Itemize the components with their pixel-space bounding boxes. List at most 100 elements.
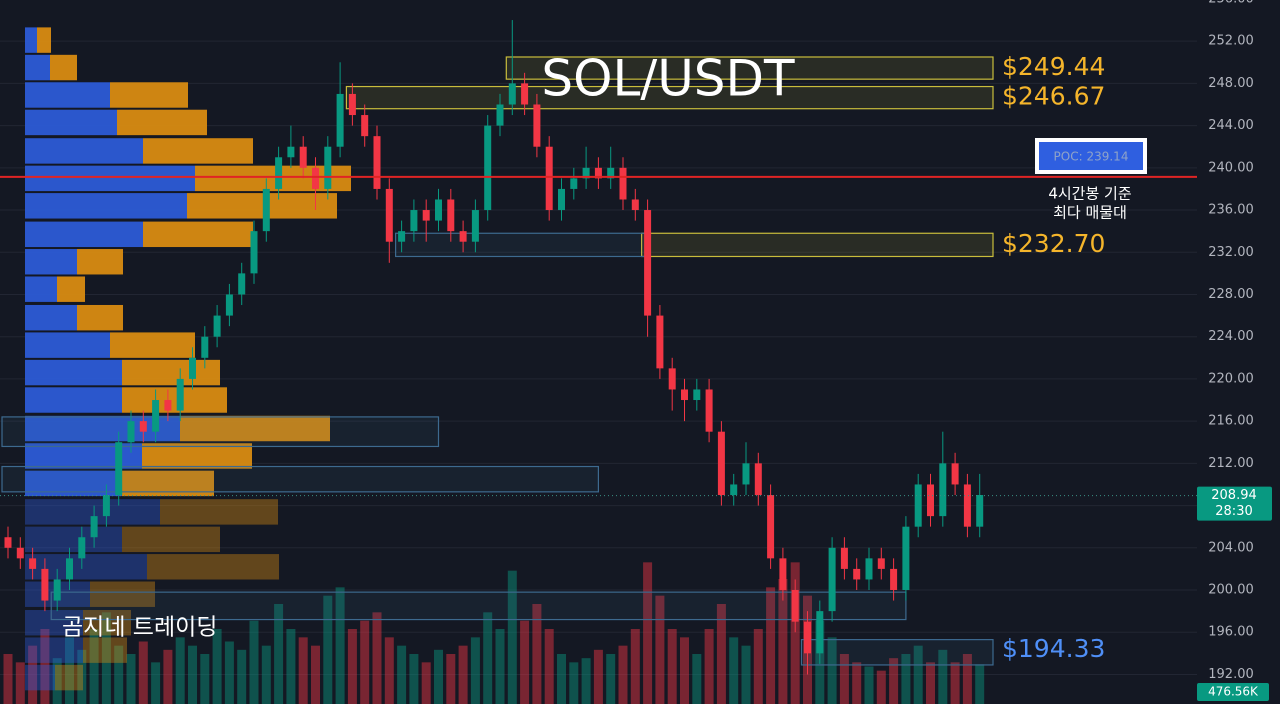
- volume-bar: [753, 629, 763, 704]
- candle-body: [951, 463, 959, 485]
- y-tick-label: 204.00: [1208, 540, 1254, 555]
- candle-body: [508, 83, 516, 105]
- profile-buy: [25, 193, 187, 219]
- y-tick-label: 240.00: [1208, 160, 1254, 175]
- last-price-tag: [1197, 486, 1272, 521]
- poc-label: POC: 239.14: [1054, 150, 1129, 164]
- zone: [505, 56, 994, 80]
- candle-body: [336, 93, 344, 147]
- candle-body: [607, 167, 615, 179]
- candle-body: [521, 83, 529, 105]
- candle-body: [902, 526, 910, 591]
- candle-body: [754, 463, 762, 496]
- volume-bar: [175, 637, 185, 704]
- candle-body: [459, 231, 467, 242]
- volume-bar: [557, 654, 566, 704]
- candle-body: [840, 547, 848, 569]
- candle-body: [496, 104, 504, 126]
- volume-bar: [52, 658, 62, 704]
- candle-body: [767, 495, 775, 559]
- volume-bar: [101, 612, 111, 704]
- volume-bar: [544, 629, 554, 704]
- volume-tag: [1197, 683, 1269, 701]
- volume-bar: [778, 579, 788, 704]
- volume-bar: [618, 645, 628, 704]
- volume-bar: [901, 654, 911, 704]
- candle-body: [545, 146, 553, 211]
- volume-bar: [876, 670, 886, 704]
- profile-sell: [57, 276, 85, 302]
- volume-bar: [606, 654, 616, 704]
- candle-body: [705, 389, 713, 432]
- volume-bar: [347, 629, 357, 704]
- profile-sell: [90, 581, 155, 607]
- candle-body: [410, 210, 418, 232]
- profile-sell: [83, 637, 127, 663]
- candle-body: [558, 188, 565, 211]
- candle-body: [939, 463, 947, 517]
- candle-body: [41, 568, 49, 601]
- candle-body: [176, 378, 184, 411]
- candle-body: [594, 167, 602, 179]
- zone: [1, 465, 600, 493]
- candle-body: [742, 463, 750, 485]
- volume-bar: [704, 629, 714, 704]
- candle-body: [152, 400, 160, 432]
- profile-sell: [37, 27, 51, 53]
- volume-bar: [224, 641, 234, 704]
- volume-bar: [372, 612, 382, 704]
- volume-bar: [249, 620, 259, 704]
- y-tick-label: 220.00: [1208, 371, 1254, 386]
- volume-bar: [790, 562, 800, 704]
- candle-body: [865, 558, 873, 580]
- volume-label: 476.56K: [1208, 685, 1259, 699]
- candle-body: [717, 431, 725, 496]
- volume-bar: [520, 620, 530, 704]
- y-tick-label: 232.00: [1208, 245, 1254, 260]
- profile-buy: [25, 276, 57, 302]
- volume-bar: [323, 595, 333, 704]
- volume-bar: [261, 645, 271, 704]
- y-tick-label: 228.00: [1208, 287, 1254, 302]
- candle-body: [471, 210, 479, 242]
- candle-body: [115, 442, 123, 496]
- candle-body: [816, 611, 824, 654]
- candles: [4, 20, 984, 675]
- volume-bar: [298, 637, 308, 704]
- volume-bar: [311, 645, 320, 704]
- profile-sell: [180, 415, 330, 442]
- volume-bar: [581, 658, 591, 704]
- profile-buy: [25, 664, 55, 691]
- profile-buy: [25, 610, 83, 636]
- profile-buy: [25, 443, 142, 469]
- volume-bar: [655, 595, 665, 704]
- zone: [345, 85, 994, 110]
- y-tick-label: 216.00: [1208, 414, 1254, 429]
- candle-body: [398, 231, 406, 242]
- volume-bar: [766, 587, 776, 704]
- profile-buy: [25, 359, 122, 386]
- profile-sell: [147, 554, 279, 580]
- volume-bar: [913, 645, 923, 704]
- volume-bar: [741, 645, 751, 704]
- volume-bar: [114, 645, 124, 704]
- volume-bar: [188, 645, 197, 704]
- volume-bar: [667, 629, 677, 704]
- profile-sell: [122, 359, 220, 386]
- candle-body: [484, 125, 492, 211]
- profile-buy: [25, 637, 83, 663]
- zone: [640, 232, 994, 258]
- candle-body: [312, 167, 319, 189]
- candle-body: [201, 336, 209, 358]
- profile-sell: [142, 443, 252, 469]
- candle-body: [570, 178, 578, 189]
- profile-buy: [25, 332, 110, 358]
- candle-body: [533, 104, 541, 147]
- last-price-label: 208.94: [1211, 488, 1257, 503]
- candle-body: [422, 210, 430, 221]
- candle-body: [779, 558, 787, 591]
- profile-buy: [25, 387, 122, 413]
- candle-body: [582, 167, 590, 179]
- volume-bar: [864, 666, 874, 704]
